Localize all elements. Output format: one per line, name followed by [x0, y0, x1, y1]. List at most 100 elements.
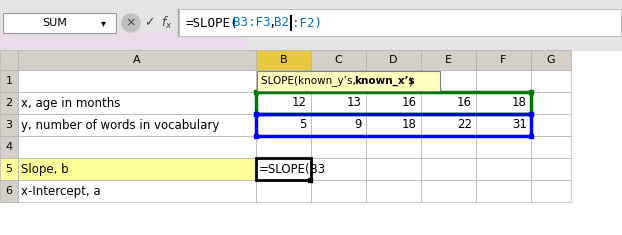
Bar: [476, 70, 531, 92]
Text: SLOPE(known_y’s,: SLOPE(known_y’s,: [261, 75, 359, 86]
Text: G: G: [547, 55, 555, 65]
Bar: [476, 50, 531, 70]
Bar: [311, 92, 366, 114]
Bar: [254, 112, 258, 116]
Bar: [476, 92, 531, 114]
Text: y, number of words in vocabulary: y, number of words in vocabulary: [21, 118, 220, 132]
Text: ×: ×: [126, 16, 136, 30]
Bar: [531, 180, 571, 202]
Bar: [256, 50, 311, 70]
Text: 9: 9: [355, 118, 362, 132]
Text: 4: 4: [6, 142, 12, 152]
Bar: [531, 70, 571, 92]
Text: 16: 16: [402, 97, 417, 110]
Bar: [0, 92, 18, 114]
Text: 3: 3: [6, 120, 12, 130]
Bar: [257, 71, 440, 91]
Bar: [18, 70, 256, 92]
Bar: [256, 158, 311, 180]
Bar: [531, 92, 571, 114]
Text: B2: B2: [274, 16, 289, 30]
Bar: [256, 114, 311, 136]
Bar: [311, 180, 366, 202]
Text: SUM: SUM: [42, 18, 67, 28]
Bar: [366, 92, 421, 114]
Text: 5: 5: [300, 118, 307, 132]
Bar: [256, 114, 531, 136]
Bar: [421, 50, 476, 70]
Bar: [476, 158, 531, 180]
Text: x-Intercept, a: x-Intercept, a: [21, 184, 101, 197]
Bar: [311, 136, 366, 158]
Bar: [311, 50, 366, 70]
Text: x, age in months: x, age in months: [21, 97, 121, 110]
Text: 6: 6: [6, 186, 12, 196]
Bar: [18, 92, 256, 114]
Bar: [421, 114, 476, 136]
Bar: [421, 158, 476, 180]
Bar: [421, 136, 476, 158]
Text: 5: 5: [6, 164, 12, 174]
Text: E: E: [445, 55, 452, 65]
Bar: [366, 158, 421, 180]
Bar: [256, 92, 311, 114]
Text: 16: 16: [457, 97, 472, 110]
Bar: [476, 114, 531, 136]
Bar: [256, 136, 311, 158]
Bar: [421, 70, 476, 92]
Bar: [0, 136, 18, 158]
Bar: [311, 158, 366, 180]
Bar: [531, 50, 571, 70]
Bar: [256, 180, 311, 202]
Text: Slope, b: Slope, b: [21, 162, 68, 176]
Bar: [254, 134, 258, 138]
Text: B3:F3: B3:F3: [233, 16, 271, 30]
Bar: [0, 114, 18, 136]
Bar: [0, 50, 18, 70]
Bar: [529, 90, 533, 94]
Bar: [0, 180, 18, 202]
Text: C: C: [335, 55, 342, 65]
Bar: [366, 136, 421, 158]
Text: $f_x$: $f_x$: [161, 15, 173, 31]
Bar: [531, 114, 571, 136]
Circle shape: [122, 14, 140, 32]
Text: 1: 1: [6, 76, 12, 86]
Text: 18: 18: [512, 97, 527, 110]
Text: 31: 31: [512, 118, 527, 132]
Text: ▾: ▾: [101, 18, 106, 28]
Bar: [256, 158, 311, 180]
Bar: [311, 70, 366, 92]
Text: 18: 18: [402, 118, 417, 132]
Bar: [308, 178, 312, 182]
Bar: [254, 90, 258, 94]
Bar: [256, 70, 311, 92]
Bar: [3, 13, 116, 33]
Bar: [18, 180, 256, 202]
Bar: [18, 114, 256, 136]
Bar: [0, 0, 622, 50]
Bar: [18, 50, 256, 70]
Bar: [529, 112, 533, 116]
Text: =SLOPE(: =SLOPE(: [185, 16, 238, 30]
Text: 12: 12: [292, 97, 307, 110]
Bar: [256, 92, 531, 114]
Text: :F2): :F2): [292, 16, 322, 30]
Text: 22: 22: [457, 118, 472, 132]
Text: 13: 13: [347, 97, 362, 110]
Bar: [366, 70, 421, 92]
Text: ,: ,: [268, 16, 276, 30]
Text: A: A: [133, 55, 141, 65]
Bar: [531, 136, 571, 158]
Bar: [311, 114, 366, 136]
Bar: [254, 112, 258, 116]
Text: known_x’s: known_x’s: [354, 76, 415, 86]
Bar: [421, 92, 476, 114]
Bar: [18, 158, 256, 180]
Bar: [0, 32, 245, 50]
Bar: [18, 136, 256, 158]
Bar: [531, 158, 571, 180]
Text: B: B: [280, 55, 287, 65]
Bar: [529, 112, 533, 116]
Text: D: D: [389, 55, 397, 65]
